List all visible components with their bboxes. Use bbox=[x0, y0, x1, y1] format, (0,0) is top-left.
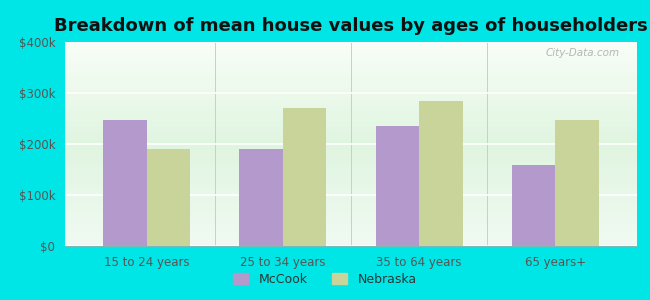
Bar bbox=[512, 165, 555, 246]
Bar bbox=[147, 149, 190, 246]
Bar bbox=[419, 100, 463, 246]
Bar bbox=[283, 108, 326, 246]
Bar bbox=[239, 149, 283, 246]
Bar bbox=[555, 119, 599, 246]
Bar bbox=[376, 126, 419, 246]
Bar bbox=[103, 119, 147, 246]
Title: Breakdown of mean house values by ages of householders: Breakdown of mean house values by ages o… bbox=[54, 17, 648, 35]
Legend: McCook, Nebraska: McCook, Nebraska bbox=[228, 268, 422, 291]
Text: City-Data.com: City-Data.com bbox=[546, 48, 620, 58]
